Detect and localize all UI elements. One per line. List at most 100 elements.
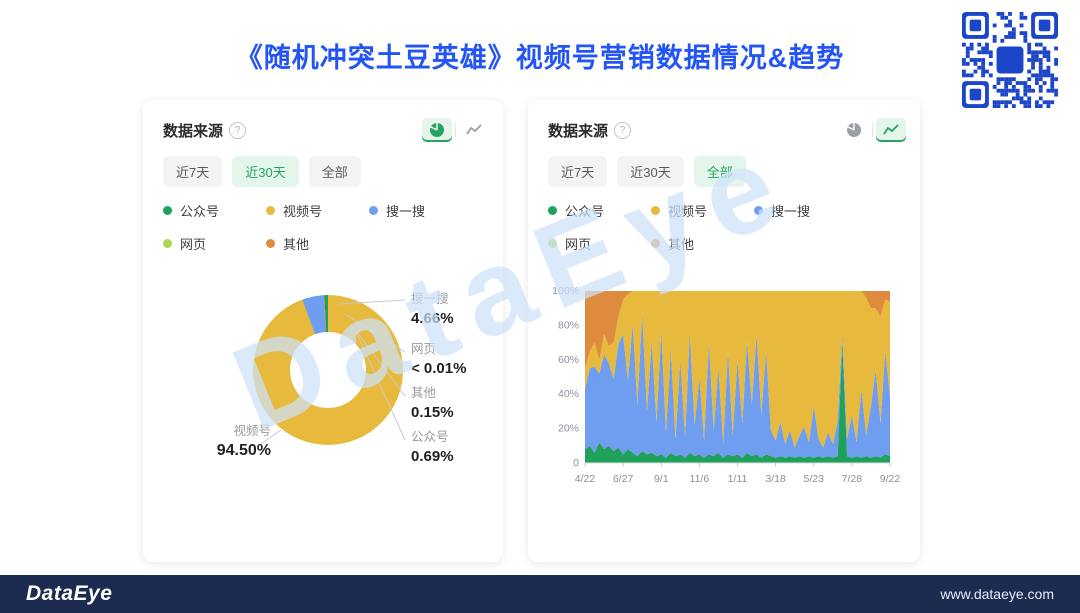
callout-shipinhao: 视频号 94.50% bbox=[151, 420, 271, 460]
trend-line-icon bbox=[466, 124, 482, 135]
trend-view-button[interactable] bbox=[876, 118, 906, 142]
legend-dot bbox=[266, 206, 275, 215]
stacked-area-chart[interactable]: 4/22 6/27 9/1 11/6 1/11 3/18 5/23 7/28 9/22 100% 8… bbox=[528, 250, 920, 562]
panel-header: 数据来源 ? bbox=[163, 118, 489, 142]
help-icon[interactable]: ? bbox=[229, 121, 247, 139]
legend-item-shipinhao[interactable]: 视频号 bbox=[266, 201, 369, 220]
qr-code bbox=[962, 12, 1058, 108]
legend-dot bbox=[754, 206, 763, 215]
legend-dot bbox=[369, 206, 378, 215]
callout-name: 其他 bbox=[411, 386, 437, 400]
legend-row: 公众号 视频号 搜一搜 bbox=[163, 201, 495, 220]
legend-label: 搜一搜 bbox=[386, 204, 426, 219]
legend-item-gongzhonghao[interactable]: 公众号 bbox=[548, 201, 651, 220]
pie-view-button[interactable] bbox=[422, 118, 452, 142]
qr-pattern bbox=[962, 12, 1058, 108]
svg-text:1/11: 1/11 bbox=[728, 473, 748, 485]
trend-line-icon bbox=[883, 124, 899, 135]
legend-label: 网页 bbox=[180, 237, 207, 252]
toggle-divider bbox=[872, 123, 873, 137]
panel-source-pie: 数据来源 ? 近7天 近30天 全部 bbox=[143, 100, 503, 562]
svg-text:3/18: 3/18 bbox=[765, 473, 786, 485]
callout-value: 4.66% bbox=[411, 310, 454, 327]
filter-30days[interactable]: 近30天 bbox=[232, 156, 299, 187]
legend-dot bbox=[651, 206, 660, 215]
filter-7days[interactable]: 近7天 bbox=[163, 156, 223, 187]
legend-label: 其他 bbox=[283, 237, 310, 252]
svg-text:40%: 40% bbox=[558, 388, 579, 400]
legend-label: 视频号 bbox=[283, 204, 323, 219]
callout-souyisou: 搜一搜 4.66% bbox=[411, 288, 454, 327]
callout-value: 0.15% bbox=[411, 404, 454, 421]
legend-item-gongzhonghao[interactable]: 公众号 bbox=[163, 201, 266, 220]
legend-label: 公众号 bbox=[565, 204, 605, 219]
legend-dot bbox=[548, 239, 557, 248]
panel-title: 数据来源 bbox=[548, 122, 609, 140]
svg-text:4/22: 4/22 bbox=[575, 473, 596, 485]
legend-dot bbox=[266, 239, 275, 248]
legend-dot bbox=[163, 206, 172, 215]
pie-chart-icon bbox=[847, 122, 861, 137]
panel-source-trend: 数据来源 ? 近7天 近30天 全部 bbox=[528, 100, 920, 562]
view-toggle-group bbox=[422, 118, 489, 142]
legend-label: 搜一搜 bbox=[771, 204, 811, 219]
legend-item-shipinhao[interactable]: 视频号 bbox=[651, 201, 754, 220]
dataeye-logo: DataEye bbox=[26, 582, 113, 605]
callout-name: 网页 bbox=[411, 342, 437, 356]
callout-value: < 0.01% bbox=[411, 360, 467, 377]
callout-gongzhonghao: 公众号 0.69% bbox=[411, 426, 454, 465]
trend-view-button[interactable] bbox=[459, 118, 489, 142]
legend-item-souyisou[interactable]: 搜一搜 bbox=[369, 201, 472, 220]
legend-label: 网页 bbox=[565, 237, 592, 252]
footer-website: www.dataeye.com bbox=[940, 586, 1054, 602]
donut-chart[interactable] bbox=[253, 295, 403, 445]
legend-dot bbox=[163, 239, 172, 248]
filter-7days[interactable]: 近7天 bbox=[548, 156, 608, 187]
svg-text:6/27: 6/27 bbox=[613, 473, 634, 485]
callout-wangye: 网页 < 0.01% bbox=[411, 338, 466, 377]
svg-text:60%: 60% bbox=[558, 354, 579, 366]
callout-value: 94.50% bbox=[216, 442, 271, 459]
svg-text:11/6: 11/6 bbox=[690, 473, 710, 485]
legend-label: 公众号 bbox=[180, 204, 220, 219]
page-title: 《随机冲突土豆英雄》视频号营销数据情况&趋势 bbox=[235, 43, 845, 73]
help-icon[interactable]: ? bbox=[614, 121, 632, 139]
filter-all[interactable]: 全部 bbox=[693, 156, 746, 187]
panel-title: 数据来源 bbox=[163, 122, 224, 140]
donut-chart-area: 搜一搜 4.66% 网页 < 0.01% 其他 0.15% 公众号 0.69% … bbox=[143, 252, 503, 562]
legend-row: 网页 其他 bbox=[163, 234, 495, 253]
filter-30days[interactable]: 近30天 bbox=[617, 156, 684, 187]
callout-name: 公众号 bbox=[411, 430, 449, 444]
view-toggle-group bbox=[839, 118, 906, 142]
footer-bar: DataEye www.dataeye.com bbox=[0, 575, 1080, 613]
filter-all[interactable]: 全部 bbox=[308, 156, 361, 187]
legend-item-qita[interactable]: 其他 bbox=[651, 234, 754, 253]
callout-name: 视频号 bbox=[233, 424, 271, 438]
svg-text:20%: 20% bbox=[558, 423, 579, 435]
svg-text:100%: 100% bbox=[552, 285, 579, 297]
legend-dot bbox=[548, 206, 557, 215]
svg-text:7/28: 7/28 bbox=[842, 473, 863, 485]
toggle-divider bbox=[455, 123, 456, 137]
legend-row: 公众号 视频号 搜一搜 bbox=[548, 201, 912, 220]
callout-name: 搜一搜 bbox=[411, 292, 449, 306]
svg-text:5/23: 5/23 bbox=[804, 473, 825, 485]
legend-label: 视频号 bbox=[668, 204, 708, 219]
legend-item-wangye[interactable]: 网页 bbox=[548, 234, 651, 253]
legend: 公众号 视频号 搜一搜 网页 其他 bbox=[548, 201, 912, 267]
callout-value: 0.69% bbox=[411, 448, 454, 465]
area-chart-svg: 4/22 6/27 9/1 11/6 1/11 3/18 5/23 7/28 9/22 100% 8… bbox=[552, 285, 900, 485]
legend-item-wangye[interactable]: 网页 bbox=[163, 234, 266, 253]
svg-text:80%: 80% bbox=[558, 319, 579, 331]
callout-qita: 其他 0.15% bbox=[411, 382, 454, 421]
svg-text:9/1: 9/1 bbox=[654, 473, 669, 485]
panel-header: 数据来源 ? bbox=[548, 118, 906, 142]
legend-row: 网页 其他 bbox=[548, 234, 912, 253]
legend-item-qita[interactable]: 其他 bbox=[266, 234, 369, 253]
time-filter-group: 近7天 近30天 全部 bbox=[163, 156, 361, 187]
pie-chart-icon bbox=[430, 122, 444, 137]
legend-label: 其他 bbox=[668, 237, 695, 252]
legend-item-souyisou[interactable]: 搜一搜 bbox=[754, 201, 857, 220]
pie-view-button[interactable] bbox=[839, 118, 869, 142]
